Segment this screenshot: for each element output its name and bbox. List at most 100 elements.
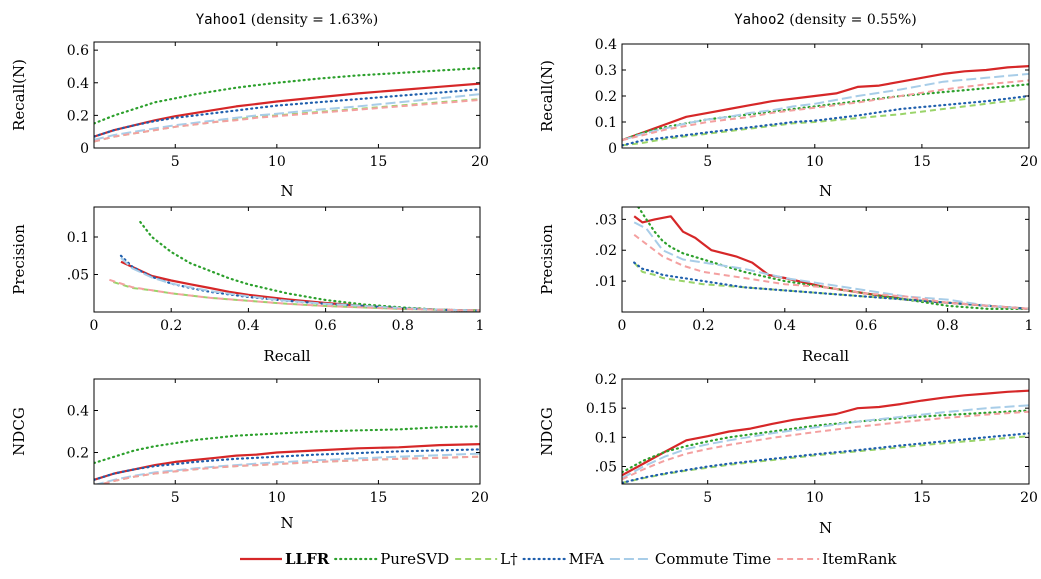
y-tick-label: 0.4 xyxy=(595,37,617,53)
y-tick-label: 0.2 xyxy=(595,89,617,105)
series-line-commute-time xyxy=(622,72,1029,142)
y-tick-label: .03 xyxy=(595,212,617,228)
x-tick-label: 5 xyxy=(703,154,712,170)
series-group xyxy=(633,207,1029,310)
x-tick-label: 15 xyxy=(370,490,388,506)
x-tick-label: 10 xyxy=(268,490,286,506)
y-tick-label: .01 xyxy=(595,274,617,290)
y-tick-label: 0.4 xyxy=(67,404,89,420)
x-tick-label: 20 xyxy=(1020,154,1038,170)
x-tick-label: 0 xyxy=(618,318,627,334)
y-tick-label: 0.15 xyxy=(586,401,617,417)
y-tick-label: 0.1 xyxy=(67,230,89,246)
y-tick-label: 0.6 xyxy=(67,43,89,59)
legend-label: PureSVD xyxy=(380,550,449,568)
x-tick-label: 0.2 xyxy=(692,318,714,334)
series-line-puresvd xyxy=(139,220,480,312)
series-line-mfa xyxy=(622,94,1029,147)
y-tick-label: 0.2 xyxy=(67,108,89,124)
x-tick-label: 5 xyxy=(171,154,180,170)
plot-frame xyxy=(93,378,481,485)
x-tick-label: 0.8 xyxy=(392,318,414,334)
x-axis-label: N xyxy=(280,514,293,532)
y-axis-label: Precision xyxy=(538,224,556,295)
legend-label: ItemRank xyxy=(822,550,897,568)
y-tick-label: 0.4 xyxy=(67,76,89,92)
y-tick-label: 0 xyxy=(608,141,617,157)
plot-frame xyxy=(93,41,481,149)
x-tick-label: 15 xyxy=(370,154,388,170)
x-tick-label: 0.6 xyxy=(314,318,336,334)
panel-yahoo2-pr: 0 0.2 0.4 0.6 0.8 1 .01 .02 .03 Recall Precision xyxy=(538,206,1034,365)
y-tick-label: .02 xyxy=(595,243,617,259)
panel-yahoo1-recall: 5 10 15 20 0 0.2 0.4 0.6 N Recall(N) Yahoo1 (densi… xyxy=(10,12,489,200)
series-line-mfa xyxy=(622,432,1029,484)
x-tick-label: 5 xyxy=(171,490,180,506)
panel-yahoo1-ndcg: 5 10 15 20 0.2 0.4 N NDCG xyxy=(10,378,489,532)
series-group xyxy=(94,66,480,143)
x-tick-label: 0.2 xyxy=(160,318,182,334)
series-line-llfr xyxy=(633,215,1029,310)
legend-item: MFA xyxy=(522,550,604,568)
y-axis-label: Recall(N) xyxy=(538,60,556,132)
x-tick-label: 0.4 xyxy=(774,318,796,334)
x-tick-label: 0 xyxy=(90,318,99,334)
x-tick-label: 10 xyxy=(806,490,824,506)
legend-label: Commute Time xyxy=(655,550,771,568)
legend-label: L† xyxy=(500,550,518,568)
series-line-l xyxy=(622,97,1029,147)
legend-label: LLFR xyxy=(285,550,330,568)
plot-frame xyxy=(621,378,1030,485)
panel-yahoo1-pr: 0 0.2 0.4 0.6 0.8 1 .05 0.1 Recall Precision xyxy=(10,206,484,365)
legend-item: LLFR xyxy=(240,550,330,568)
series-group xyxy=(622,65,1029,147)
series-line-itemrank xyxy=(109,278,480,312)
panel-yahoo2-recall: 5 10 15 20 0 0.1 0.2 0.3 0.4 N Recall(N) Yahoo2 (de… xyxy=(538,12,1038,200)
plot-frame xyxy=(93,206,481,313)
x-tick-label: 5 xyxy=(703,490,712,506)
series-line-mfa xyxy=(94,448,480,481)
x-tick-label: 10 xyxy=(268,154,286,170)
series-line-puresvd xyxy=(622,83,1029,142)
series-line-l xyxy=(113,281,480,312)
x-tick-label: 10 xyxy=(806,154,824,170)
y-axis-label: Recall(N) xyxy=(10,59,28,131)
series-line-llfr xyxy=(120,260,480,312)
legend: LLFR PureSVD L† MFA Commute Time ItemRank xyxy=(240,550,897,568)
x-tick-label: 1 xyxy=(1025,318,1034,334)
series-line-commute-time xyxy=(622,404,1029,480)
x-axis-label: Recall xyxy=(802,347,849,365)
series-line-commute-time xyxy=(94,452,480,484)
legend-item: PureSVD xyxy=(334,550,449,568)
legend-item: Commute Time xyxy=(609,550,771,568)
series-line-puresvd xyxy=(94,66,480,125)
series-line-puresvd xyxy=(622,409,1029,474)
series-line-commute-time xyxy=(94,93,480,141)
y-axis-label: NDCG xyxy=(538,407,556,456)
x-tick-label: 20 xyxy=(471,490,489,506)
chart-title: Yahoo1 (density = 1.63%) xyxy=(196,12,379,28)
x-tick-label: 0.6 xyxy=(855,318,877,334)
series-line-llfr xyxy=(94,443,480,481)
panel-yahoo2-ndcg: 5 10 15 20 .05 0.1 0.15 0.2 N NDCG xyxy=(538,372,1038,537)
legend-item: L† xyxy=(455,550,518,568)
series-line-mfa xyxy=(94,88,480,138)
legend-item: ItemRank xyxy=(777,550,897,568)
y-tick-label: 0 xyxy=(80,141,89,157)
series-line-puresvd xyxy=(94,425,480,465)
series-group xyxy=(109,220,480,312)
series-line-llfr xyxy=(622,65,1029,142)
x-axis-label: N xyxy=(819,519,832,537)
series-line-l xyxy=(98,455,480,484)
series-line-commute-time xyxy=(633,221,1029,310)
series-line-itemrank xyxy=(98,455,480,484)
x-tick-label: 20 xyxy=(471,154,489,170)
x-tick-label: 0.8 xyxy=(936,318,958,334)
chart-title: Yahoo2 (density = 0.55%) xyxy=(734,12,917,28)
x-tick-label: 15 xyxy=(913,154,931,170)
series-line-itemrank xyxy=(94,98,480,143)
x-tick-label: 0.4 xyxy=(237,318,259,334)
series-line-commute-time xyxy=(120,257,480,312)
y-axis-label: Precision xyxy=(10,224,28,295)
x-tick-label: 20 xyxy=(1020,490,1038,506)
